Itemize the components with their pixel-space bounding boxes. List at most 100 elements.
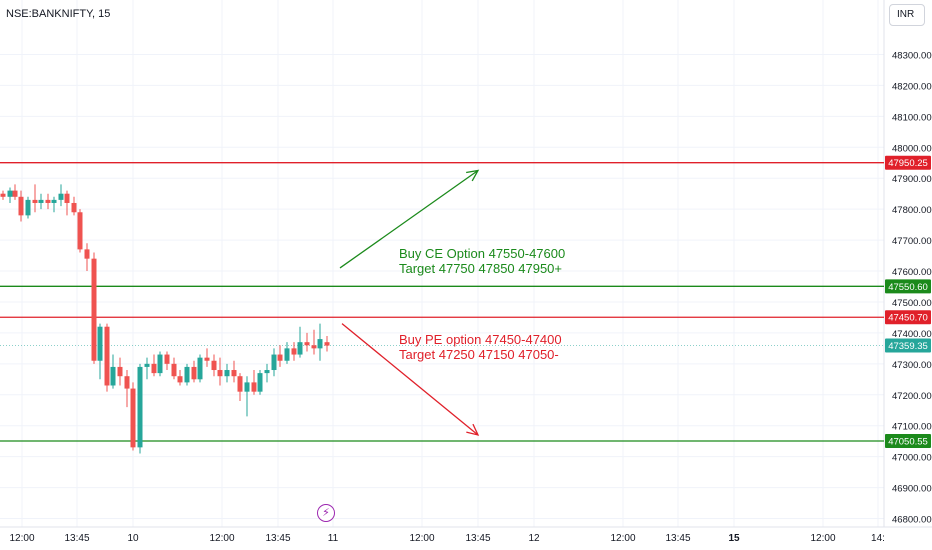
candle-body <box>304 342 310 346</box>
time-tick-label: 11 <box>328 533 339 544</box>
arrow-head <box>466 169 480 182</box>
level-price-tag <box>885 433 931 448</box>
lightning-icon[interactable]: ⚡︎ <box>317 504 335 522</box>
candle-body <box>38 199 44 203</box>
price-tick-label: 47400.00 <box>892 329 932 340</box>
ce-target-text: Target 47750 47850 47950+ <box>399 261 563 276</box>
candle-body <box>324 342 330 346</box>
time-tick-label: 13:45 <box>64 533 89 544</box>
candle-body <box>151 363 157 374</box>
candle-body <box>71 202 77 213</box>
last-price-label: 47359.35 <box>888 341 928 352</box>
candle-body <box>77 212 83 250</box>
currency-button[interactable]: INR <box>889 4 925 26</box>
candle-body <box>45 199 51 203</box>
time-tick-label: 13:45 <box>465 533 490 544</box>
candle-body <box>32 199 38 203</box>
candle-body <box>217 370 223 377</box>
candle-body <box>317 339 323 349</box>
level-price-label: 47050.55 <box>888 436 928 447</box>
time-tick-label: 12:00 <box>409 533 434 544</box>
candle-body <box>191 366 197 380</box>
candle-body <box>297 342 303 355</box>
candle-body <box>171 363 177 377</box>
price-tick-label: 48000.00 <box>892 143 932 154</box>
candle-body <box>104 326 110 386</box>
candle-body <box>25 199 31 216</box>
level-price-label: 47450.70 <box>888 313 928 324</box>
level-price-label: 47950.25 <box>888 158 928 169</box>
level-price-label: 47550.60 <box>888 282 928 293</box>
level-lines <box>0 162 884 442</box>
time-axis[interactable]: 12:00 13:45 10 12:00 13:45 11 12:00 13:45 12 12:0… <box>9 533 884 544</box>
price-tick-label: 47300.00 <box>892 360 932 371</box>
price-tick-label: 46800.00 <box>892 515 932 526</box>
candle-body <box>264 370 270 374</box>
candle-body <box>164 354 170 364</box>
candle-body <box>204 357 210 361</box>
time-tick-label: 14: <box>871 533 885 544</box>
candle-body <box>244 382 250 392</box>
time-tick-label: 12:00 <box>9 533 34 544</box>
candle-body <box>51 199 57 203</box>
price-tick-label: 48200.00 <box>892 81 932 92</box>
candle-body <box>251 382 257 392</box>
time-tick-label: 12:00 <box>209 533 234 544</box>
price-tick-label: 47800.00 <box>892 205 932 216</box>
candle-body <box>110 366 116 386</box>
time-tick-label: 13:45 <box>665 533 690 544</box>
candle-body <box>211 360 217 371</box>
price-tick-label: 47700.00 <box>892 236 932 247</box>
level-price-tag <box>885 155 931 170</box>
last-price-tag <box>885 338 931 353</box>
price-tick-label: 47900.00 <box>892 174 932 185</box>
candle-body <box>91 258 97 361</box>
arrow-line <box>339 169 479 269</box>
price-tick-label: 47500.00 <box>892 298 932 309</box>
time-tick-label: 15 <box>728 533 740 544</box>
candlestick-series <box>0 184 330 454</box>
candle-body <box>277 354 283 361</box>
time-tick-label: 12:00 <box>810 533 835 544</box>
time-tick-label: 13:45 <box>265 533 290 544</box>
ce-option-text: Buy CE Option 47550-47600 <box>399 246 566 261</box>
candle-body <box>84 249 90 259</box>
level-price-tag <box>885 279 931 294</box>
price-tick-label: 48100.00 <box>892 112 932 123</box>
candle-body <box>157 354 163 374</box>
price-labels: 47950.25 47550.60 47450.70 47050.55 47359.35 <box>885 155 931 448</box>
candle-body <box>184 366 190 383</box>
buy-pe-annotation: Buy PE option 47450-47400 Target 47250 4… <box>399 332 562 362</box>
candle-body <box>137 366 143 448</box>
candle-body <box>117 366 123 377</box>
price-tick-label: 47100.00 <box>892 422 932 433</box>
trend-arrows <box>339 169 480 436</box>
candle-body <box>237 376 243 392</box>
price-tick-label: 46900.00 <box>892 484 932 495</box>
price-axis[interactable]: 46800.00 46900.00 47000.00 47100.00 47200.00… <box>892 51 932 526</box>
candle-body <box>257 373 263 392</box>
candle-body <box>97 326 103 361</box>
candle-body <box>224 370 230 377</box>
arrow-line <box>341 323 479 436</box>
candle-body <box>231 370 237 377</box>
candle-body <box>177 376 183 383</box>
candle-body <box>197 357 203 380</box>
candle-body <box>18 196 24 216</box>
candle-body <box>271 354 277 371</box>
pe-option-text: Buy PE option 47450-47400 <box>399 332 562 347</box>
symbol-title: NSE:BANKNIFTY, 15 <box>6 8 111 20</box>
candle-body <box>0 193 6 197</box>
candle-body <box>64 193 70 203</box>
candle-body <box>291 348 297 355</box>
buy-ce-annotation: Buy CE Option 47550-47600 Target 47750 4… <box>399 246 565 276</box>
time-tick-label: 12 <box>528 533 540 544</box>
price-tick-label: 47000.00 <box>892 453 932 464</box>
candle-body <box>7 190 13 197</box>
arrow-head <box>466 423 480 436</box>
price-tick-label: 48300.00 <box>892 51 932 62</box>
price-tick-label: 47200.00 <box>892 391 932 402</box>
time-tick-label: 12:00 <box>610 533 635 544</box>
candle-body <box>124 376 130 389</box>
